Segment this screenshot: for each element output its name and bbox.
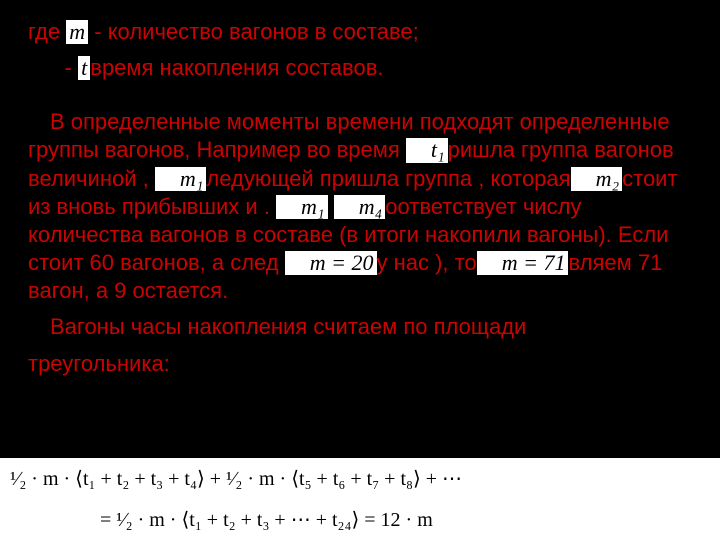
var-m71: m = 71 xyxy=(477,251,569,275)
text-gde: где xyxy=(28,19,66,44)
var-t: t xyxy=(78,56,90,80)
var-m2: m₂ xyxy=(571,167,623,191)
text-p3: треугольника: xyxy=(28,351,170,376)
paragraph-2: Вагоны часы накопления считаем по площад… xyxy=(28,313,688,341)
var-m1-a: m₁ xyxy=(155,167,207,191)
var-m: m xyxy=(66,20,88,44)
text-def-t: время накопления составов. xyxy=(90,55,383,80)
formula-line-1: ¹∕₂ · m · ⟨t₁ + t₂ + t₃ + t₄⟩ + ¹∕₂ · m … xyxy=(10,464,710,495)
var-t1: t₁ xyxy=(406,138,448,162)
var-m20: m = 20 xyxy=(285,251,377,275)
definition-line-2: - tвремя накопления составов. xyxy=(28,54,688,82)
text-p1f: у нас ), то xyxy=(377,250,477,275)
main-paragraph: В определенные моменты времени подходят … xyxy=(28,108,688,305)
var-m4: m₄ xyxy=(334,195,386,219)
definition-line-1: где m - количество вагонов в составе; xyxy=(28,18,688,46)
paragraph-3: треугольника: xyxy=(28,350,688,378)
text-def-m: - количество вагонов в составе; xyxy=(94,19,419,44)
formula-block: ¹∕₂ · m · ⟨t₁ + t₂ + t₃ + t₄⟩ + ¹∕₂ · m … xyxy=(0,458,720,540)
text-p1c: ледующей пришла группа , которая xyxy=(206,166,570,191)
text-p2: Вагоны часы накопления считаем по площад… xyxy=(50,314,526,339)
var-m1-b: m₁ xyxy=(276,195,328,219)
slide-content: где m - количество вагонов в составе; - … xyxy=(28,18,688,386)
formula-line-2: = ¹∕₂ · m · ⟨t₁ + t₂ + t₃ + ⋯ + t₂₄⟩ = 1… xyxy=(10,505,710,536)
text-dash: - xyxy=(28,55,78,80)
